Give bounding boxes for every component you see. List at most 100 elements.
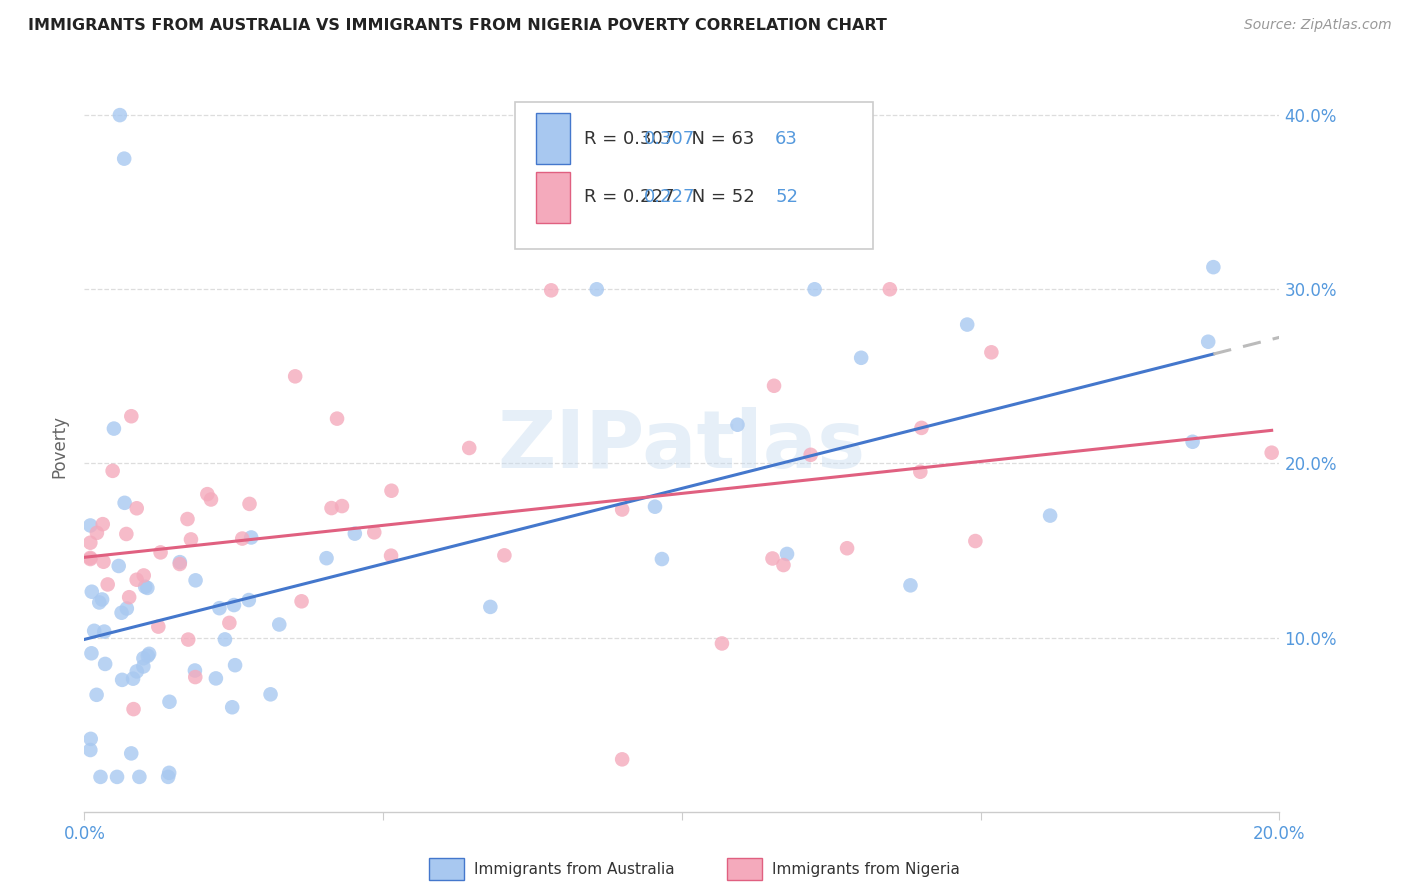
Point [1260,446,1282,460]
Point [93,624,115,639]
Point [89,770,111,784]
Point [540,283,562,297]
Point [112,152,135,166]
Point [105,770,128,784]
Point [79,518,101,533]
Bar [536,113,569,164]
Point [80,731,103,746]
Point [1181,434,1204,449]
Point [122,672,145,686]
Point [91,592,114,607]
Point [93,555,115,569]
Point [89,595,111,609]
Point [115,601,138,615]
Point [965,534,987,549]
Point [326,411,349,425]
Point [380,549,402,563]
Text: R = 0.307   N = 63: R = 0.307 N = 63 [583,130,754,148]
Y-axis label: Poverty: Poverty [51,415,69,477]
Point [184,664,207,678]
Point [727,417,749,432]
Point [1039,508,1062,523]
Point [205,672,228,686]
Point [231,532,253,546]
Point [79,535,101,549]
Point [330,499,353,513]
Point [125,501,148,516]
Point [103,421,125,435]
Point [710,636,733,650]
Text: R = 0.227   N = 52: R = 0.227 N = 52 [583,188,755,206]
Point [980,345,1002,359]
Point [83,624,105,638]
Point [458,441,481,455]
Point [132,659,155,673]
Point [956,318,979,332]
Point [195,487,218,501]
Text: Immigrants from Nigeria: Immigrants from Nigeria [772,863,960,877]
Point [644,500,666,514]
Point [108,108,131,122]
Text: Immigrants from Australia: Immigrants from Australia [474,863,675,877]
Point [479,599,502,614]
Point [120,409,142,424]
Point [125,573,148,587]
Point [651,552,673,566]
Point [200,492,222,507]
Point [835,541,858,556]
Point [79,743,101,757]
Point [269,617,291,632]
Point [122,702,145,716]
Point [910,465,932,479]
Text: 0.227: 0.227 [644,188,695,206]
Text: 63: 63 [775,130,799,148]
Point [612,502,634,516]
Point [120,747,142,761]
Point [136,581,159,595]
Point [80,646,103,660]
Text: IMMIGRANTS FROM AUSTRALIA VS IMMIGRANTS FROM NIGERIA POVERTY CORRELATION CHART: IMMIGRANTS FROM AUSTRALIA VS IMMIGRANTS … [28,18,887,33]
Point [180,533,202,547]
Point [114,496,136,510]
Point [177,632,200,647]
Point [125,665,148,679]
Point [134,580,156,594]
Text: 0.307: 0.307 [644,130,695,148]
Point [128,770,150,784]
Point [849,351,872,365]
Point [218,615,240,630]
Point [97,577,120,591]
Point [238,593,260,607]
Point [1202,260,1225,274]
Point [132,651,155,665]
Point [612,752,634,766]
Point [86,688,108,702]
Point [138,647,160,661]
Point [1197,334,1219,349]
Point [115,527,138,541]
Point [284,369,307,384]
Point [343,526,366,541]
Point [585,282,607,296]
Point [157,765,180,780]
Point [169,555,191,569]
Point [101,464,124,478]
Point [380,483,402,498]
Point [910,421,932,435]
Point [208,601,231,615]
Point [184,574,207,588]
Point [107,559,129,574]
Point [222,598,245,612]
Point [240,531,263,545]
Point [761,551,783,566]
Point [363,525,385,540]
Point [91,517,114,532]
Point [214,632,236,647]
Point [132,568,155,582]
Bar [536,171,569,223]
Point [321,501,343,516]
FancyBboxPatch shape [515,103,873,249]
Point [184,670,207,684]
Point [494,549,516,563]
Point [290,594,312,608]
